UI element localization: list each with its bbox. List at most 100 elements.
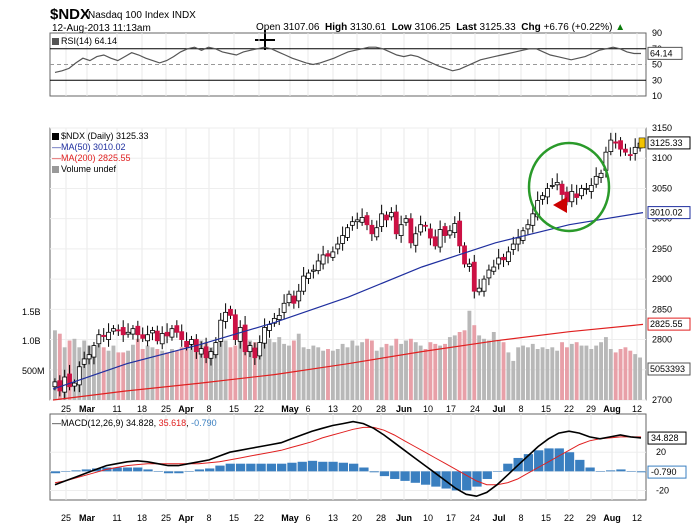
volume-bar xyxy=(408,338,413,400)
macd-histogram-bar xyxy=(163,471,174,474)
candle-body xyxy=(232,314,238,340)
macd-histogram-bar xyxy=(71,470,81,472)
candle-body xyxy=(452,223,458,233)
macd-histogram-bar xyxy=(420,471,431,485)
macd-tick-label: -20 xyxy=(656,485,669,495)
candle-body xyxy=(184,340,189,348)
volume-bar xyxy=(525,347,530,400)
rsi-label: RSI(14) 64.14 xyxy=(61,36,118,46)
macd-histogram-bar xyxy=(112,467,122,472)
last-candle-marker xyxy=(638,137,646,149)
x-tick-label: 17 xyxy=(446,404,456,414)
annotation-circle xyxy=(527,141,611,233)
volume-bar xyxy=(57,333,62,400)
volume-bar xyxy=(564,347,569,400)
candle-body xyxy=(120,327,126,336)
macd-histogram-bar xyxy=(606,470,616,472)
volume-bar xyxy=(311,345,316,400)
volume-bar xyxy=(418,345,423,400)
candle-body xyxy=(476,287,482,293)
candle-body xyxy=(150,330,155,334)
macd-histogram-bar xyxy=(266,463,277,472)
x-tick-label: 22 xyxy=(564,404,574,414)
volume-bar xyxy=(511,360,516,400)
macd-line xyxy=(54,420,642,498)
candle-body xyxy=(467,263,472,267)
candle-body xyxy=(115,329,121,332)
candle-body xyxy=(618,140,623,150)
volume-bar xyxy=(340,343,345,400)
candle-body xyxy=(189,339,194,345)
volume-bar xyxy=(165,352,170,400)
candle-body xyxy=(359,217,365,223)
volume-bar xyxy=(413,342,418,400)
volume-bar xyxy=(160,350,165,400)
candle-body xyxy=(310,269,316,272)
volume-tick-label: 1.5B xyxy=(22,307,41,317)
x-tick-label: May xyxy=(281,404,299,414)
candle-body xyxy=(179,331,185,340)
volume-bar xyxy=(360,342,365,400)
candle-body xyxy=(608,139,614,152)
candle-body xyxy=(374,227,380,238)
macd-histogram-bar xyxy=(359,467,369,472)
volume-bar xyxy=(272,342,277,400)
macd-histogram-bar xyxy=(544,448,554,472)
candle-body xyxy=(252,347,258,359)
volume-bar xyxy=(594,345,599,400)
candle-body xyxy=(271,317,277,324)
high-label: High xyxy=(324,22,348,33)
price-tick-label: 3100 xyxy=(652,153,672,163)
volume-bar xyxy=(155,349,160,400)
volume-bar xyxy=(599,342,603,400)
candle-body xyxy=(447,230,453,236)
candle-body xyxy=(91,345,97,358)
x-tick-label: 29 xyxy=(586,404,596,414)
candle-body xyxy=(569,191,575,203)
candle-body xyxy=(154,330,160,342)
candle-body xyxy=(437,229,443,248)
volume-bar xyxy=(443,343,447,400)
candle-body xyxy=(135,325,141,336)
macd-histogram-bar xyxy=(122,467,133,472)
macd-legend-line: — xyxy=(52,418,61,428)
index-name-text: Nasdaq 100 Index xyxy=(88,10,170,21)
hist-value: -0.790 xyxy=(191,418,217,428)
candle-body xyxy=(223,311,228,322)
candle-body xyxy=(623,148,628,153)
macd-histogram-bar xyxy=(369,471,379,473)
candle-body xyxy=(593,175,599,185)
rsi-value-tag xyxy=(647,46,683,60)
candle-body xyxy=(101,334,107,337)
candle-body xyxy=(72,382,77,387)
price-tick-label: 2950 xyxy=(652,244,672,254)
volume-bar xyxy=(389,345,394,400)
macd-histogram-bar xyxy=(307,460,318,472)
volume-bar xyxy=(243,335,248,400)
volume-bar xyxy=(204,342,209,400)
volume-bar xyxy=(262,340,267,400)
macd-histogram-bar xyxy=(534,450,544,472)
volume-bar xyxy=(316,347,321,400)
macd-histogram-bar xyxy=(235,463,246,472)
candle-body xyxy=(306,272,311,279)
ma50-line xyxy=(52,212,644,390)
macd-legend: —MACD(12,26,9) 34.828, 35.618, -0.790 xyxy=(52,418,217,428)
x-tick-label-bottom: 17 xyxy=(446,513,456,523)
x-tick-label: 6 xyxy=(305,404,310,414)
candle-body xyxy=(510,243,516,250)
candle-body xyxy=(364,215,370,226)
macd-histogram-bar xyxy=(153,471,163,472)
candle-body xyxy=(584,188,589,190)
candle-body xyxy=(588,185,594,192)
x-tick-label-bottom: 22 xyxy=(564,513,574,523)
candle-body xyxy=(408,218,414,244)
volume-bar xyxy=(282,343,287,400)
candle-body xyxy=(125,331,131,335)
macd-histogram-bar xyxy=(50,471,61,474)
candle-body xyxy=(379,213,385,227)
macd-histogram-bar xyxy=(503,463,513,472)
legend-ma200-text: MA(200) 2825.55 xyxy=(61,153,131,163)
macd-histogram-bar xyxy=(482,471,492,479)
